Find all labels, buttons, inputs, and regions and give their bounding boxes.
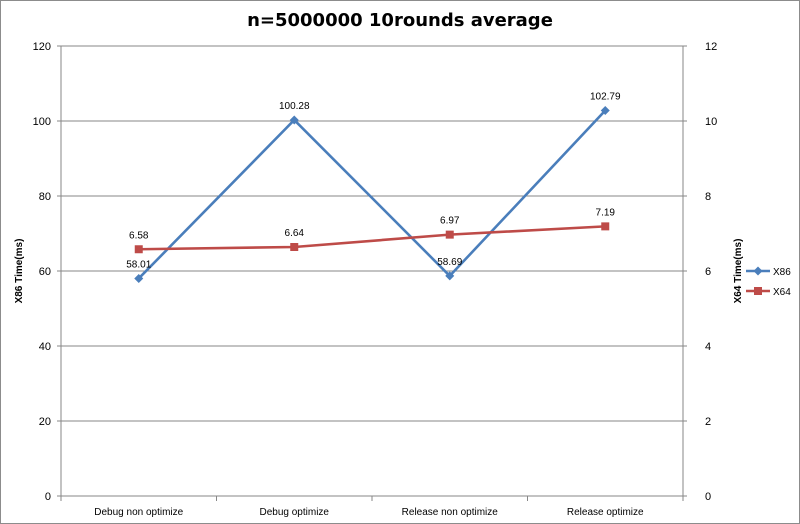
x-axis-category-label: Debug non optimize	[94, 507, 183, 518]
legend: X86 X64	[746, 266, 791, 298]
y2-axis-tick-label: 10	[705, 116, 717, 128]
x-axis-category-labels: Debug non optimize Debug optimize Release …	[94, 507, 644, 518]
series-x86: 58.01 100.28 58.69 102.79	[126, 92, 621, 283]
y-axis-title: X86 Time(ms)	[14, 239, 25, 304]
data-point	[445, 230, 454, 239]
y2-axis-tick-label: 12	[705, 41, 717, 53]
data-label: 58.01	[126, 259, 151, 270]
data-label: 6.58	[129, 230, 149, 241]
data-label: 58.69	[437, 257, 462, 268]
y2-axis-tick-label: 0	[705, 491, 711, 503]
y2-axis-tick-label: 4	[705, 341, 711, 353]
data-point	[601, 222, 610, 231]
series-x64: 6.58 6.64 6.97 7.19	[129, 207, 616, 254]
chart-title: n=5000000 10rounds average	[247, 10, 553, 31]
y-axis-tick-label: 60	[39, 266, 51, 278]
legend-item: X64	[746, 287, 791, 298]
data-point	[134, 245, 143, 254]
axes	[57, 45, 687, 501]
y-axis-tick-label: 40	[39, 341, 51, 353]
data-label: 6.64	[285, 228, 305, 239]
y-axis-tick-label: 20	[39, 416, 51, 428]
legend-item: X86	[746, 266, 791, 278]
gridlines	[61, 45, 683, 497]
series-line	[138, 225, 606, 251]
y2-axis-tick-label: 8	[705, 191, 711, 203]
legend-label: X86	[773, 267, 791, 278]
y2-axis-tick-label: 6	[705, 266, 711, 278]
data-point	[445, 271, 455, 281]
legend-marker	[754, 287, 762, 295]
y-axis-tick-label: 80	[39, 191, 51, 203]
y-axis-tick-labels: 0 20 40 60 80 100 120	[33, 41, 51, 503]
y-axis-tick-label: 100	[33, 116, 51, 128]
y2-axis-tick-labels: 0 2 4 6 8 10 12	[705, 41, 717, 503]
data-label: 7.19	[596, 207, 616, 218]
data-point	[289, 115, 299, 125]
data-label: 102.79	[590, 92, 621, 103]
series: 58.01 100.28 58.69 102.79 6.58 6.64 6.97 7.19	[126, 92, 621, 283]
y-axis-tick-label: 120	[33, 41, 51, 53]
data-point	[600, 106, 610, 116]
legend-marker	[753, 266, 763, 276]
series-line	[137, 109, 607, 280]
y-axis-tick-label: 0	[45, 491, 51, 503]
data-label: 6.97	[440, 216, 460, 227]
data-label: 100.28	[279, 101, 310, 112]
x-axis-category-label: Release non optimize	[402, 507, 499, 518]
y2-axis-tick-label: 2	[705, 416, 711, 428]
y2-axis-title: X64 Time(ms)	[733, 239, 744, 304]
data-point	[290, 243, 299, 251]
x-axis-category-label: Debug optimize	[260, 507, 330, 518]
x-axis-category-label: Release optimize	[567, 507, 644, 518]
legend-label: X64	[773, 287, 791, 298]
data-point	[134, 273, 144, 283]
